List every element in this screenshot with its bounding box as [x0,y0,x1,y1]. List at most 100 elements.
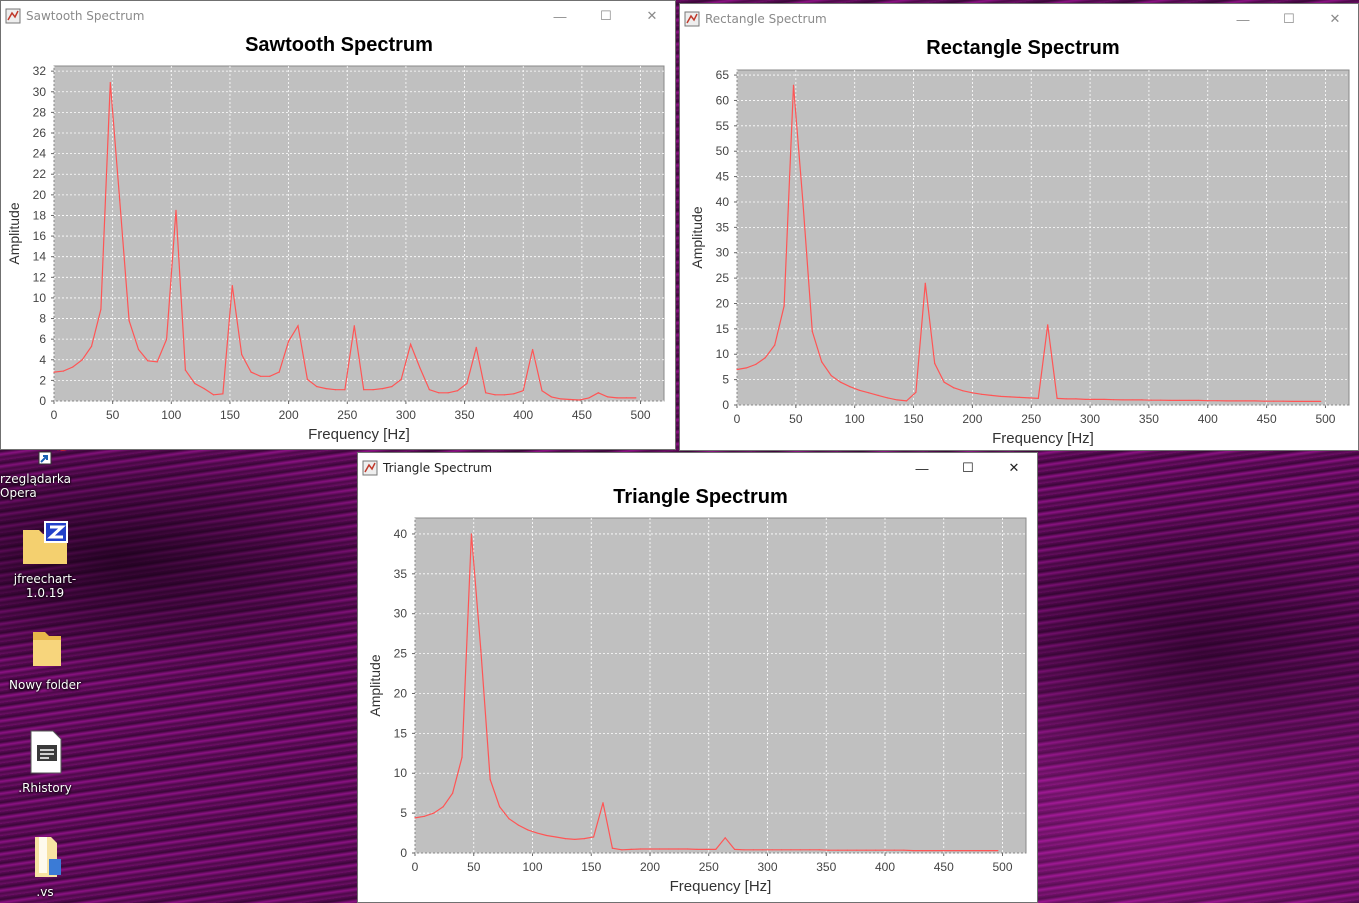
title-bar[interactable]: Rectangle Spectrum — ☐ ✕ [680,4,1358,34]
y-tick-label: 2 [39,373,46,387]
y-tick-label: 45 [716,170,730,184]
data-point [1207,400,1209,402]
plot-area [736,69,1350,406]
data-point [588,397,590,399]
data-point [997,850,999,852]
data-point [743,849,745,851]
desktop-icon-jfreechart[interactable]: jfreechart-1.0.19 [0,520,90,600]
data-point [658,848,660,850]
data-point [212,394,215,396]
folder-icon [21,626,69,674]
x-tick-label: 200 [279,408,299,422]
data-point [736,368,738,371]
data-point [166,338,168,340]
data-point [1244,400,1247,402]
y-tick-label: 26 [33,126,47,140]
data-point [1301,400,1303,403]
data-point [915,391,917,393]
minimize-icon: — [553,8,567,24]
data-point [1273,400,1275,402]
data-point [792,84,795,86]
data-point [1310,400,1312,403]
data-point [569,398,571,401]
data-point [325,388,327,390]
data-point [128,320,130,322]
maximize-button[interactable]: ☐ [583,1,629,31]
data-point [818,849,820,851]
data-point [391,385,393,388]
data-point [1263,400,1265,402]
x-tick-label: 500 [1315,412,1335,426]
data-point [781,849,783,851]
desktop-icon-nowy-folder[interactable]: Nowy folder [0,626,90,692]
data-point [222,393,224,395]
data-point [611,847,613,849]
data-point [1113,399,1115,401]
data-point [950,850,952,852]
x-tick-label: 250 [1021,412,1041,426]
x-tick-label: 300 [757,860,777,874]
data-point [62,370,64,372]
y-tick-label: 5 [722,373,729,387]
triangle-window[interactable]: Triangle Spectrum — ☐ ✕ Triangle Spectru… [357,452,1038,903]
maximize-button[interactable]: ☐ [945,453,991,483]
data-point [905,400,908,402]
y-tick-label: 50 [716,144,730,158]
data-point [100,308,102,310]
desktop-icon-rhistory[interactable]: .Rhistory [0,729,90,795]
x-axis-label: Frequency [Hz] [992,430,1094,447]
document-icon [21,729,69,777]
data-point [428,389,430,391]
sawtooth-window[interactable]: Sawtooth Spectrum — ☐ ✕ Sawtooth Spectru… [0,0,676,450]
desktop-icon-opera[interactable]: rzeglądarka Opera [0,440,90,500]
x-tick-label: 150 [581,860,601,874]
title-bar[interactable]: Triangle Spectrum — ☐ ✕ [358,453,1037,483]
data-point [640,848,642,850]
data-point [1178,399,1181,402]
data-point [734,848,736,851]
y-tick-label: 15 [716,322,730,336]
title-bar[interactable]: Sawtooth Spectrum — ☐ ✕ [1,1,675,31]
data-point [839,381,842,383]
rectangle-window[interactable]: Rectangle Spectrum — ☐ ✕ Rectangle Spect… [679,3,1359,451]
minimize-button[interactable]: — [1220,4,1266,34]
data-point [147,360,149,362]
data-point [1160,399,1162,401]
y-tick-label: 5 [400,806,407,820]
x-tick-label: 400 [1198,412,1218,426]
close-button[interactable]: ✕ [1312,4,1358,34]
data-point [485,392,487,394]
data-point [903,849,905,851]
y-tick-label: 0 [722,398,729,412]
desktop-icon-label: Nowy folder [9,678,81,692]
data-point [381,388,384,390]
x-tick-label: 250 [699,860,719,874]
java-app-icon [684,11,700,27]
minimize-button[interactable]: — [537,1,583,31]
data-point [969,850,971,852]
data-point [971,392,973,394]
close-button[interactable]: ✕ [991,453,1037,483]
y-tick-label: 12 [33,270,47,284]
data-point [536,832,538,834]
desktop-icon-label: .Rhistory [18,781,72,795]
data-point [593,836,595,838]
x-tick-label: 150 [220,408,240,422]
data-point [288,340,290,342]
data-point [297,325,299,327]
y-tick-label: 15 [394,726,408,740]
data-point [745,367,748,369]
data-point [372,389,374,391]
y-tick-label: 16 [33,229,47,243]
close-button[interactable]: ✕ [629,1,675,31]
data-point [109,81,111,84]
minimize-button[interactable]: — [899,453,945,483]
data-point [278,371,280,373]
data-point [1000,395,1002,397]
maximize-button[interactable]: ☐ [1266,4,1312,34]
data-point [461,756,463,758]
java-app-icon [362,460,378,476]
x-tick-label: 150 [904,412,924,426]
desktop-icon-vs[interactable]: .vs [0,833,90,899]
